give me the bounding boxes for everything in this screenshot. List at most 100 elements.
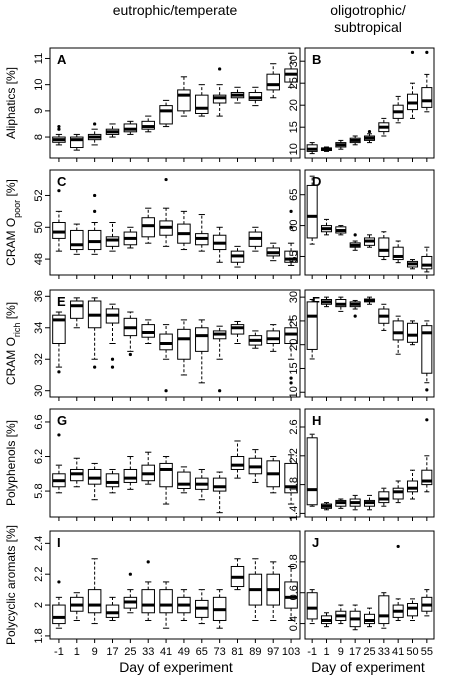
box-1 — [70, 592, 84, 621]
y-tick-label: 2 — [33, 602, 45, 608]
box-1 — [70, 297, 84, 329]
box-89 — [248, 558, 263, 621]
box-9 — [87, 462, 102, 501]
box-9 — [335, 225, 347, 236]
box-iqr — [306, 437, 318, 506]
panel-frame — [304, 289, 435, 398]
box-41 — [159, 581, 173, 629]
y-tick-label: 0.6 — [288, 585, 300, 600]
box--1 — [306, 175, 318, 245]
box-iqr — [266, 73, 280, 91]
outlier-point — [110, 357, 115, 361]
outlier-point — [164, 177, 168, 182]
panel-D: D 55 60 65 — [288, 169, 435, 279]
box-iqr — [212, 477, 227, 492]
y-tick-label: 20 — [288, 99, 300, 111]
box-55 — [421, 246, 433, 273]
box-iqr — [230, 456, 245, 470]
box-17 — [349, 135, 361, 146]
box-iqr — [177, 328, 191, 360]
panel-I: I 1.8 2 2.2 2.4 Polycyclic aromats [%] -1 1 9 17 2… — [4, 525, 301, 658]
x-tick-label: 17 — [106, 646, 118, 658]
y-tick-label: 32 — [33, 353, 45, 365]
y-axis-label-text: Polycyclic aromats [%] — [4, 525, 18, 645]
box--1 — [306, 142, 318, 155]
box-iqr — [70, 229, 84, 251]
box-9 — [87, 297, 102, 369]
box-iqr — [392, 320, 404, 341]
outlier-point — [218, 67, 222, 71]
x-tick-label: 97 — [267, 646, 279, 658]
box-49 — [177, 466, 191, 494]
panel-frame — [49, 289, 301, 398]
y-tick-label: 0.8 — [288, 554, 300, 569]
box-iqr — [421, 469, 433, 486]
y-tick-label: 11 — [33, 53, 45, 64]
y-tick-label: 8 — [33, 134, 45, 140]
box-9 — [335, 604, 347, 625]
y-tick-label: 2.2 — [288, 448, 300, 463]
box-iqr — [230, 324, 245, 335]
box-73 — [212, 325, 227, 393]
panel-C: C 48 50 52 CRAM Opoor [%] — [4, 169, 301, 279]
box-73 — [212, 589, 227, 629]
box-25 — [363, 607, 376, 628]
x-tick-label: 1 — [323, 646, 329, 658]
box-iqr — [421, 87, 433, 108]
box-97 — [266, 324, 280, 352]
y-axis-label: Polyphenols [%] — [4, 420, 18, 506]
panel-H: H 1.4 1.8 2.2 2.6 — [288, 408, 435, 521]
box-97 — [266, 456, 280, 494]
x-tick-label: 103 — [282, 646, 300, 658]
box-17 — [349, 299, 361, 318]
y-tick-label: 10 — [288, 386, 300, 398]
outlier-point — [110, 365, 115, 369]
box-iqr — [363, 613, 376, 625]
panel-letter: E — [57, 294, 66, 309]
x-tick-label: 41 — [160, 646, 172, 658]
box-25 — [123, 311, 138, 357]
outlier-point — [128, 572, 132, 576]
box-97 — [266, 63, 280, 99]
column-title-oligotrophic: oligotrophic/subtropical — [330, 2, 406, 35]
panel-letter: D — [312, 174, 321, 189]
y-tick-label: 6.6 — [33, 414, 45, 429]
outlier-point — [353, 233, 357, 237]
box-iqr — [141, 324, 155, 338]
outlier-point — [164, 389, 168, 393]
panel-frame — [49, 47, 301, 159]
y-tick-label: 1.8 — [288, 477, 300, 492]
box-81 — [230, 86, 245, 104]
y-tick-label: 48 — [33, 253, 45, 265]
panel-E: E 30 32 34 36 CRAM Orich [%] — [4, 289, 301, 401]
box-73 — [212, 67, 227, 117]
y-tick-label: 30 — [288, 291, 300, 303]
y-tick-label: 52 — [33, 189, 45, 201]
box-9 — [335, 296, 347, 312]
box-25 — [363, 130, 376, 144]
panel-frame — [49, 169, 301, 276]
x-tick-label: 9 — [92, 646, 98, 658]
box-iqr — [306, 592, 318, 620]
x-tick-label: 49 — [178, 646, 190, 658]
y-tick-label: 1.4 — [288, 506, 300, 521]
y-tick-label: 55 — [288, 250, 300, 262]
box--1 — [52, 124, 66, 146]
box-103 — [284, 454, 298, 505]
y-tick-label: 15 — [288, 121, 300, 133]
box-49 — [177, 210, 191, 251]
box-17 — [105, 596, 120, 621]
box-41 — [392, 544, 404, 621]
x-tick-label: -1 — [307, 646, 317, 658]
y-tick-label: 30 — [288, 55, 300, 67]
box-1 — [320, 296, 333, 308]
outlier-point — [57, 433, 61, 437]
panel-letter: H — [312, 413, 321, 428]
y-axis-label-text: CRAM O — [4, 337, 18, 385]
box-iqr — [195, 327, 209, 352]
box--1 — [52, 433, 66, 494]
box-65 — [195, 214, 209, 252]
box-iqr — [378, 491, 390, 504]
outlier-point — [57, 580, 61, 584]
box-65 — [195, 84, 209, 117]
